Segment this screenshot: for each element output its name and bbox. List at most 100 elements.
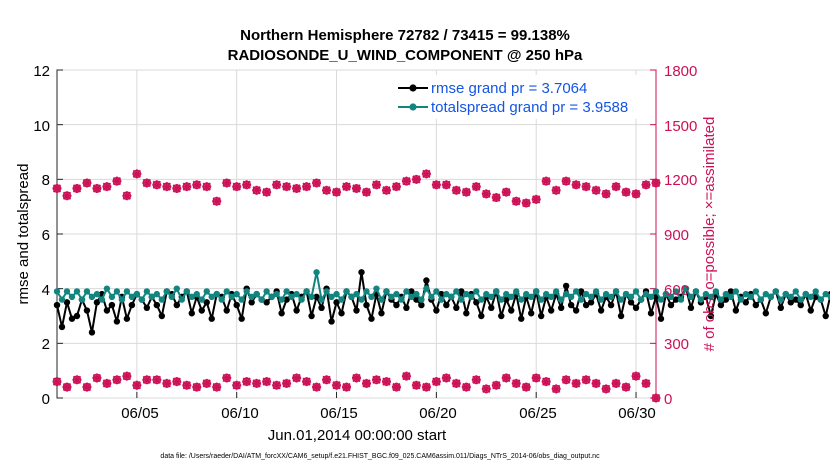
totalspread-point — [298, 296, 305, 303]
rmse-point — [418, 301, 425, 309]
rmse-point — [328, 318, 335, 325]
obs-assimilated-point — [651, 178, 661, 188]
totalspread-point — [747, 293, 755, 301]
totalspread-point — [408, 293, 415, 301]
rmse-point — [403, 304, 410, 311]
obs-assimilated-point — [242, 180, 252, 190]
totalspread-point — [373, 285, 380, 292]
rmse-point — [503, 296, 510, 303]
rmse-point — [338, 310, 345, 317]
totalspread-point — [762, 290, 770, 298]
totalspread-point — [313, 269, 320, 276]
obs-assimilated-point — [322, 375, 332, 385]
rmse-point — [153, 301, 161, 309]
x-tick-label: 06/25 — [519, 405, 557, 422]
rmse-point — [63, 299, 71, 306]
totalspread-point — [118, 296, 126, 303]
rmse-point — [393, 301, 400, 309]
rmse-point — [248, 299, 255, 306]
rmse-point — [617, 312, 625, 320]
totalspread-point — [363, 288, 370, 295]
totalspread-point — [727, 293, 735, 301]
totalspread-point — [448, 293, 455, 301]
rmse-point — [797, 301, 804, 309]
totalspread-point — [552, 288, 560, 295]
obs-assimilated-point — [471, 182, 481, 192]
totalspread-point — [792, 288, 799, 295]
obs-assimilated-point — [222, 178, 232, 188]
totalspread-point — [518, 296, 525, 303]
obs-assimilated-point — [202, 378, 212, 388]
legend-rmse-marker — [409, 84, 417, 92]
totalspread-point — [123, 288, 131, 295]
rmse-point — [113, 318, 121, 325]
y-tick-label: 12 — [33, 63, 50, 80]
totalspread-point — [647, 293, 655, 301]
rmse-point — [488, 304, 495, 311]
obs-assimilated-point — [521, 382, 531, 392]
rmse-point — [792, 296, 799, 303]
rmse-point — [762, 310, 770, 317]
totalspread-point — [153, 290, 161, 298]
rmse-point — [83, 307, 91, 314]
rmse-point — [283, 296, 290, 303]
y-tick-label: 10 — [33, 118, 50, 135]
obs-assimilated-point — [531, 373, 541, 383]
rmse-point — [667, 301, 675, 309]
totalspread-point — [423, 285, 430, 292]
totalspread-point — [193, 290, 200, 298]
rmse-point — [308, 312, 315, 320]
totalspread-point — [238, 296, 245, 303]
obs-assimilated-point — [342, 382, 352, 392]
rmse-point — [68, 315, 76, 322]
obs-assimilated-point — [242, 377, 252, 387]
obs-assimilated-point — [471, 375, 481, 385]
rmse-point — [787, 299, 794, 306]
obs-assimilated-point — [162, 182, 172, 192]
obs-assimilated-point — [252, 185, 262, 195]
totalspread-point — [338, 296, 345, 303]
obs-assimilated-point — [451, 185, 461, 195]
obs-assimilated-point — [481, 384, 491, 394]
obs-assimilated-point — [631, 189, 641, 199]
obs-assimilated-point — [411, 174, 421, 184]
obs-assimilated-point — [152, 180, 162, 190]
rmse-point — [722, 296, 730, 303]
obs-assimilated-point — [561, 176, 571, 186]
rmse-point — [537, 312, 545, 320]
rmse-point — [378, 310, 385, 317]
totalspread-point — [812, 288, 819, 295]
obs-assimilated-point — [132, 169, 142, 179]
obs-assimilated-point — [142, 375, 152, 385]
obs-assimilated-point — [142, 178, 152, 188]
obs-assimilated-point — [82, 178, 92, 188]
rmse-point — [433, 307, 440, 314]
totalspread-point — [722, 290, 730, 298]
obs-assimilated-point — [152, 375, 162, 385]
rmse-point — [528, 310, 535, 317]
totalspread-point — [567, 293, 575, 301]
x-tick-label: 06/30 — [618, 405, 656, 422]
totalspread-point — [752, 288, 760, 295]
rmse-point — [278, 310, 285, 317]
totalspread-point — [822, 290, 829, 298]
obs-assimilated-point — [461, 187, 471, 197]
obs-assimilated-point — [571, 180, 581, 190]
obs-assimilated-point — [182, 380, 192, 390]
obs-assimilated-point — [491, 193, 501, 203]
rmse-point — [473, 299, 480, 306]
x-tick-label: 06/05 — [121, 405, 159, 422]
y-axis-label: rmse and totalspread — [15, 164, 32, 305]
totalspread-point — [503, 290, 510, 298]
totalspread-point — [642, 290, 650, 298]
obs-assimilated-point — [501, 187, 511, 197]
rmse-point — [128, 301, 136, 309]
totalspread-point — [98, 296, 106, 303]
rmse-point — [582, 301, 590, 309]
obs-assimilated-point — [391, 382, 401, 392]
obs-assimilated-point — [461, 382, 471, 392]
y-axis-left: 0 2 4 6 8 10 12 — [33, 63, 50, 408]
totalspread-point — [263, 288, 270, 295]
rmse-point — [687, 304, 695, 311]
rmse-point — [752, 301, 760, 309]
